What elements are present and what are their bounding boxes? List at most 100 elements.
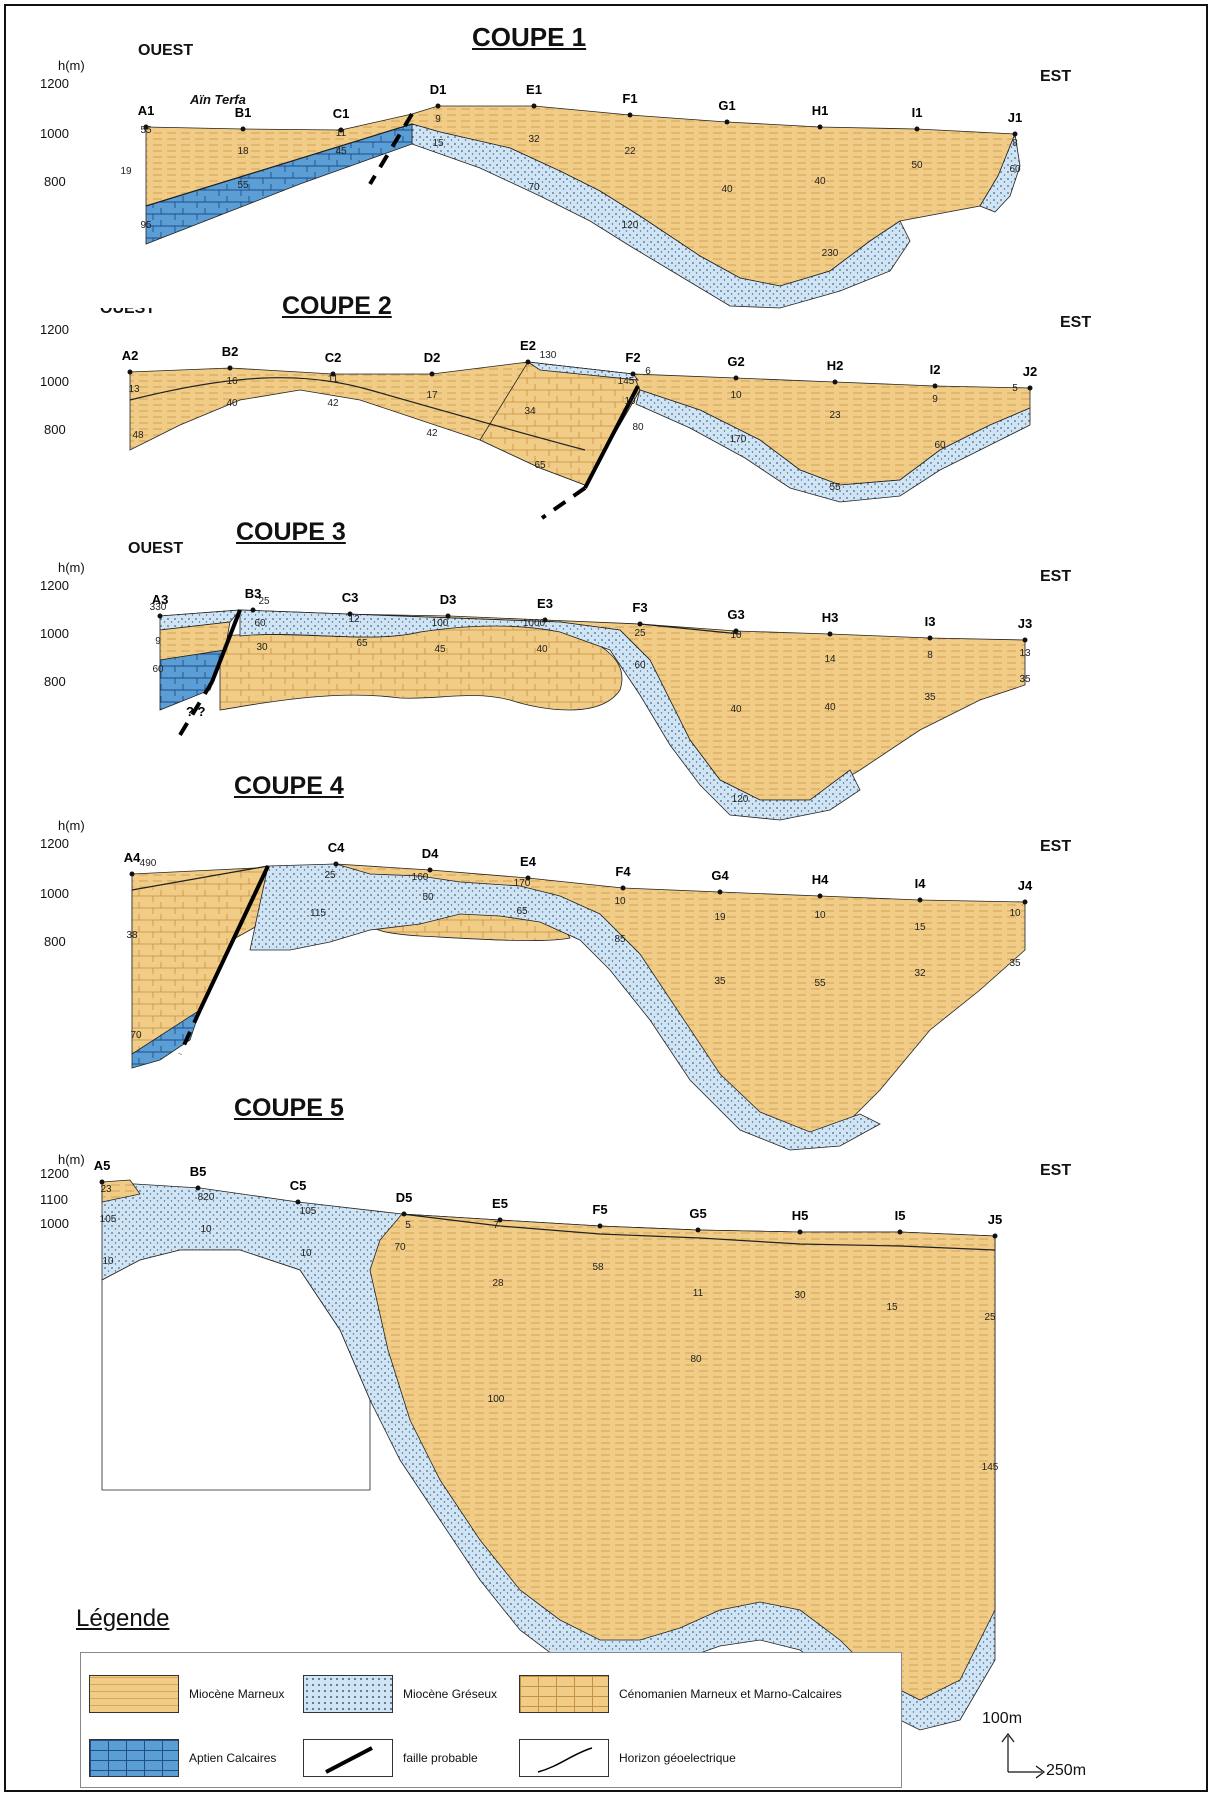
legend-item-horizon: Horizon géoelectrique: [519, 1739, 736, 1777]
station-marker: [630, 371, 636, 377]
geologic-layer: [369, 1213, 996, 1701]
tick-800: 800: [44, 174, 66, 189]
coupe-title: COUPE 4: [234, 772, 344, 800]
geologic-layer: [131, 1009, 201, 1069]
station-label: A1: [138, 103, 155, 118]
tick-1200: 1200: [40, 322, 69, 337]
resistivity-value: 9: [932, 394, 938, 405]
resistivity-value: 60: [254, 618, 266, 629]
legend-item-miocene-greseux: Miocène Gréseux: [303, 1675, 497, 1713]
geoelectric-horizon: [145, 123, 413, 207]
axis-label: h(m): [58, 58, 85, 73]
resistivity-value: 60: [634, 660, 646, 671]
resistivity-value: 65: [516, 906, 528, 917]
station-label: J2: [1023, 364, 1037, 379]
resistivity-value: 23: [100, 1184, 112, 1195]
station-label: A2: [122, 348, 139, 363]
scale-bar: 100m 250m: [980, 1710, 1100, 1780]
station-marker: [99, 1179, 105, 1185]
geoelectric-horizon: [131, 865, 269, 891]
probable-fault: [540, 486, 587, 520]
resistivity-value: 100: [488, 1394, 505, 1405]
resistivity-value: 25: [324, 870, 336, 881]
coupe-3: COUPE 3 OUEST EST h(m) 1200 1000 800 A3 B…: [40, 518, 1206, 830]
resistivity-value: 5: [1012, 383, 1018, 394]
coupe-1: COUPE 1 OUEST EST h(m) 1200 1000 800 Aïn…: [40, 16, 1206, 316]
resistivity-value: 45: [335, 146, 347, 157]
resistivity-value: 10: [1009, 908, 1021, 919]
tick-1000: 1000: [40, 626, 69, 641]
probable-fault: [210, 609, 242, 683]
east-label: EST: [1040, 838, 1072, 855]
station-label: F3: [632, 600, 647, 615]
west-label: OUEST: [128, 540, 184, 557]
legend-label: Cénomanien Marneux et Marno-Calcaires: [619, 1687, 842, 1701]
station-marker: [1027, 385, 1033, 391]
resistivity-value: 55: [140, 125, 152, 136]
resistivity-value: 42: [327, 398, 339, 409]
station-label: J4: [1018, 878, 1033, 893]
station-label: B5: [190, 1164, 207, 1179]
station-marker: [637, 621, 643, 627]
station-label: I1: [912, 105, 923, 120]
swatch-aptien: [89, 1739, 179, 1777]
station-marker: [992, 1233, 998, 1239]
resistivity-value: 40: [824, 702, 836, 713]
resistivity-value: 1000: [523, 618, 546, 629]
resistivity-value: 13: [128, 384, 140, 395]
station-marker: [240, 126, 246, 132]
tick-800: 800: [44, 674, 66, 689]
section-drawing: A4 C4 D4 E4 F4 G4 H4 I4 J4 490 25 38 115 160 50 170 65 10…: [124, 840, 1033, 1151]
resistivity-value: 11: [336, 128, 347, 139]
legend-label: faille probable: [403, 1751, 478, 1765]
station-label: H4: [812, 872, 829, 887]
resistivity-value: 70: [528, 182, 540, 193]
resistivity-value: 40: [226, 398, 238, 409]
coupe-title: COUPE 2: [282, 292, 392, 320]
station-label: C3: [342, 590, 359, 605]
station-marker: [127, 369, 133, 375]
resistivity-value: 15: [432, 138, 444, 149]
station-label: A5: [94, 1158, 111, 1173]
resistivity-value: 7: [493, 1220, 499, 1231]
resistivity-value: 35: [924, 692, 936, 703]
station-label: F1: [622, 91, 637, 106]
station-label: C4: [328, 840, 345, 855]
legend-label: Miocène Gréseux: [403, 1687, 498, 1701]
station-label: A3: [152, 592, 169, 607]
geologic-layer: [979, 132, 1021, 213]
resistivity-value: 10: [102, 1256, 114, 1267]
resistivity-value: 145: [982, 1462, 999, 1473]
legend-item-cenomanien: Cénomanien Marneux et Marno-Calcaires: [519, 1675, 842, 1713]
station-marker: [250, 607, 256, 613]
station-marker: [445, 613, 451, 619]
coupe-4: COUPE 4 EST h(m) 1200 1000 800 A4 C4 D4 E4 F…: [40, 772, 1206, 1151]
geologic-layer: [159, 649, 226, 711]
station-marker: [295, 1199, 301, 1205]
station-marker: [897, 1229, 903, 1235]
station-label: I3: [925, 614, 936, 629]
resistivity-value: 19: [120, 166, 132, 177]
resistivity-value: 58: [592, 1262, 604, 1273]
scale-vertical: 100m: [982, 1710, 1023, 1727]
geologic-layer: [239, 609, 861, 821]
station-marker: [525, 875, 531, 881]
station-label: G1: [718, 98, 735, 113]
station-marker: [932, 383, 938, 389]
station-marker: [597, 1223, 603, 1229]
resistivity-value: 8: [1012, 138, 1018, 149]
scale-arrows-icon: [1001, 1733, 1045, 1779]
resistivity-value: 50: [911, 160, 923, 171]
station-label: E3: [537, 596, 553, 611]
station-marker: [129, 871, 135, 877]
swatch-marneux: [89, 1675, 179, 1713]
resistivity-value: 105: [300, 1206, 317, 1217]
station-marker: [733, 375, 739, 381]
resistivity-value: 80: [632, 422, 644, 433]
west-label: OUEST: [138, 42, 194, 59]
geoelectric-horizon: [129, 377, 586, 451]
section-drawing: A3 B3 C3 D3 E3 F3 G3 H3 I3 J3 330 25 9 60 60 30 12 65 100 4…: [150, 586, 1032, 821]
legend-title: Légende: [76, 1605, 170, 1632]
station-label: D1: [430, 82, 447, 97]
